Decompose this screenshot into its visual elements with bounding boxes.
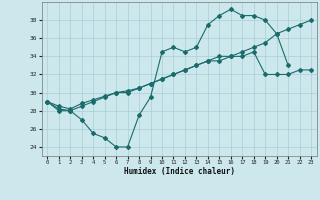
X-axis label: Humidex (Indice chaleur): Humidex (Indice chaleur) xyxy=(124,167,235,176)
